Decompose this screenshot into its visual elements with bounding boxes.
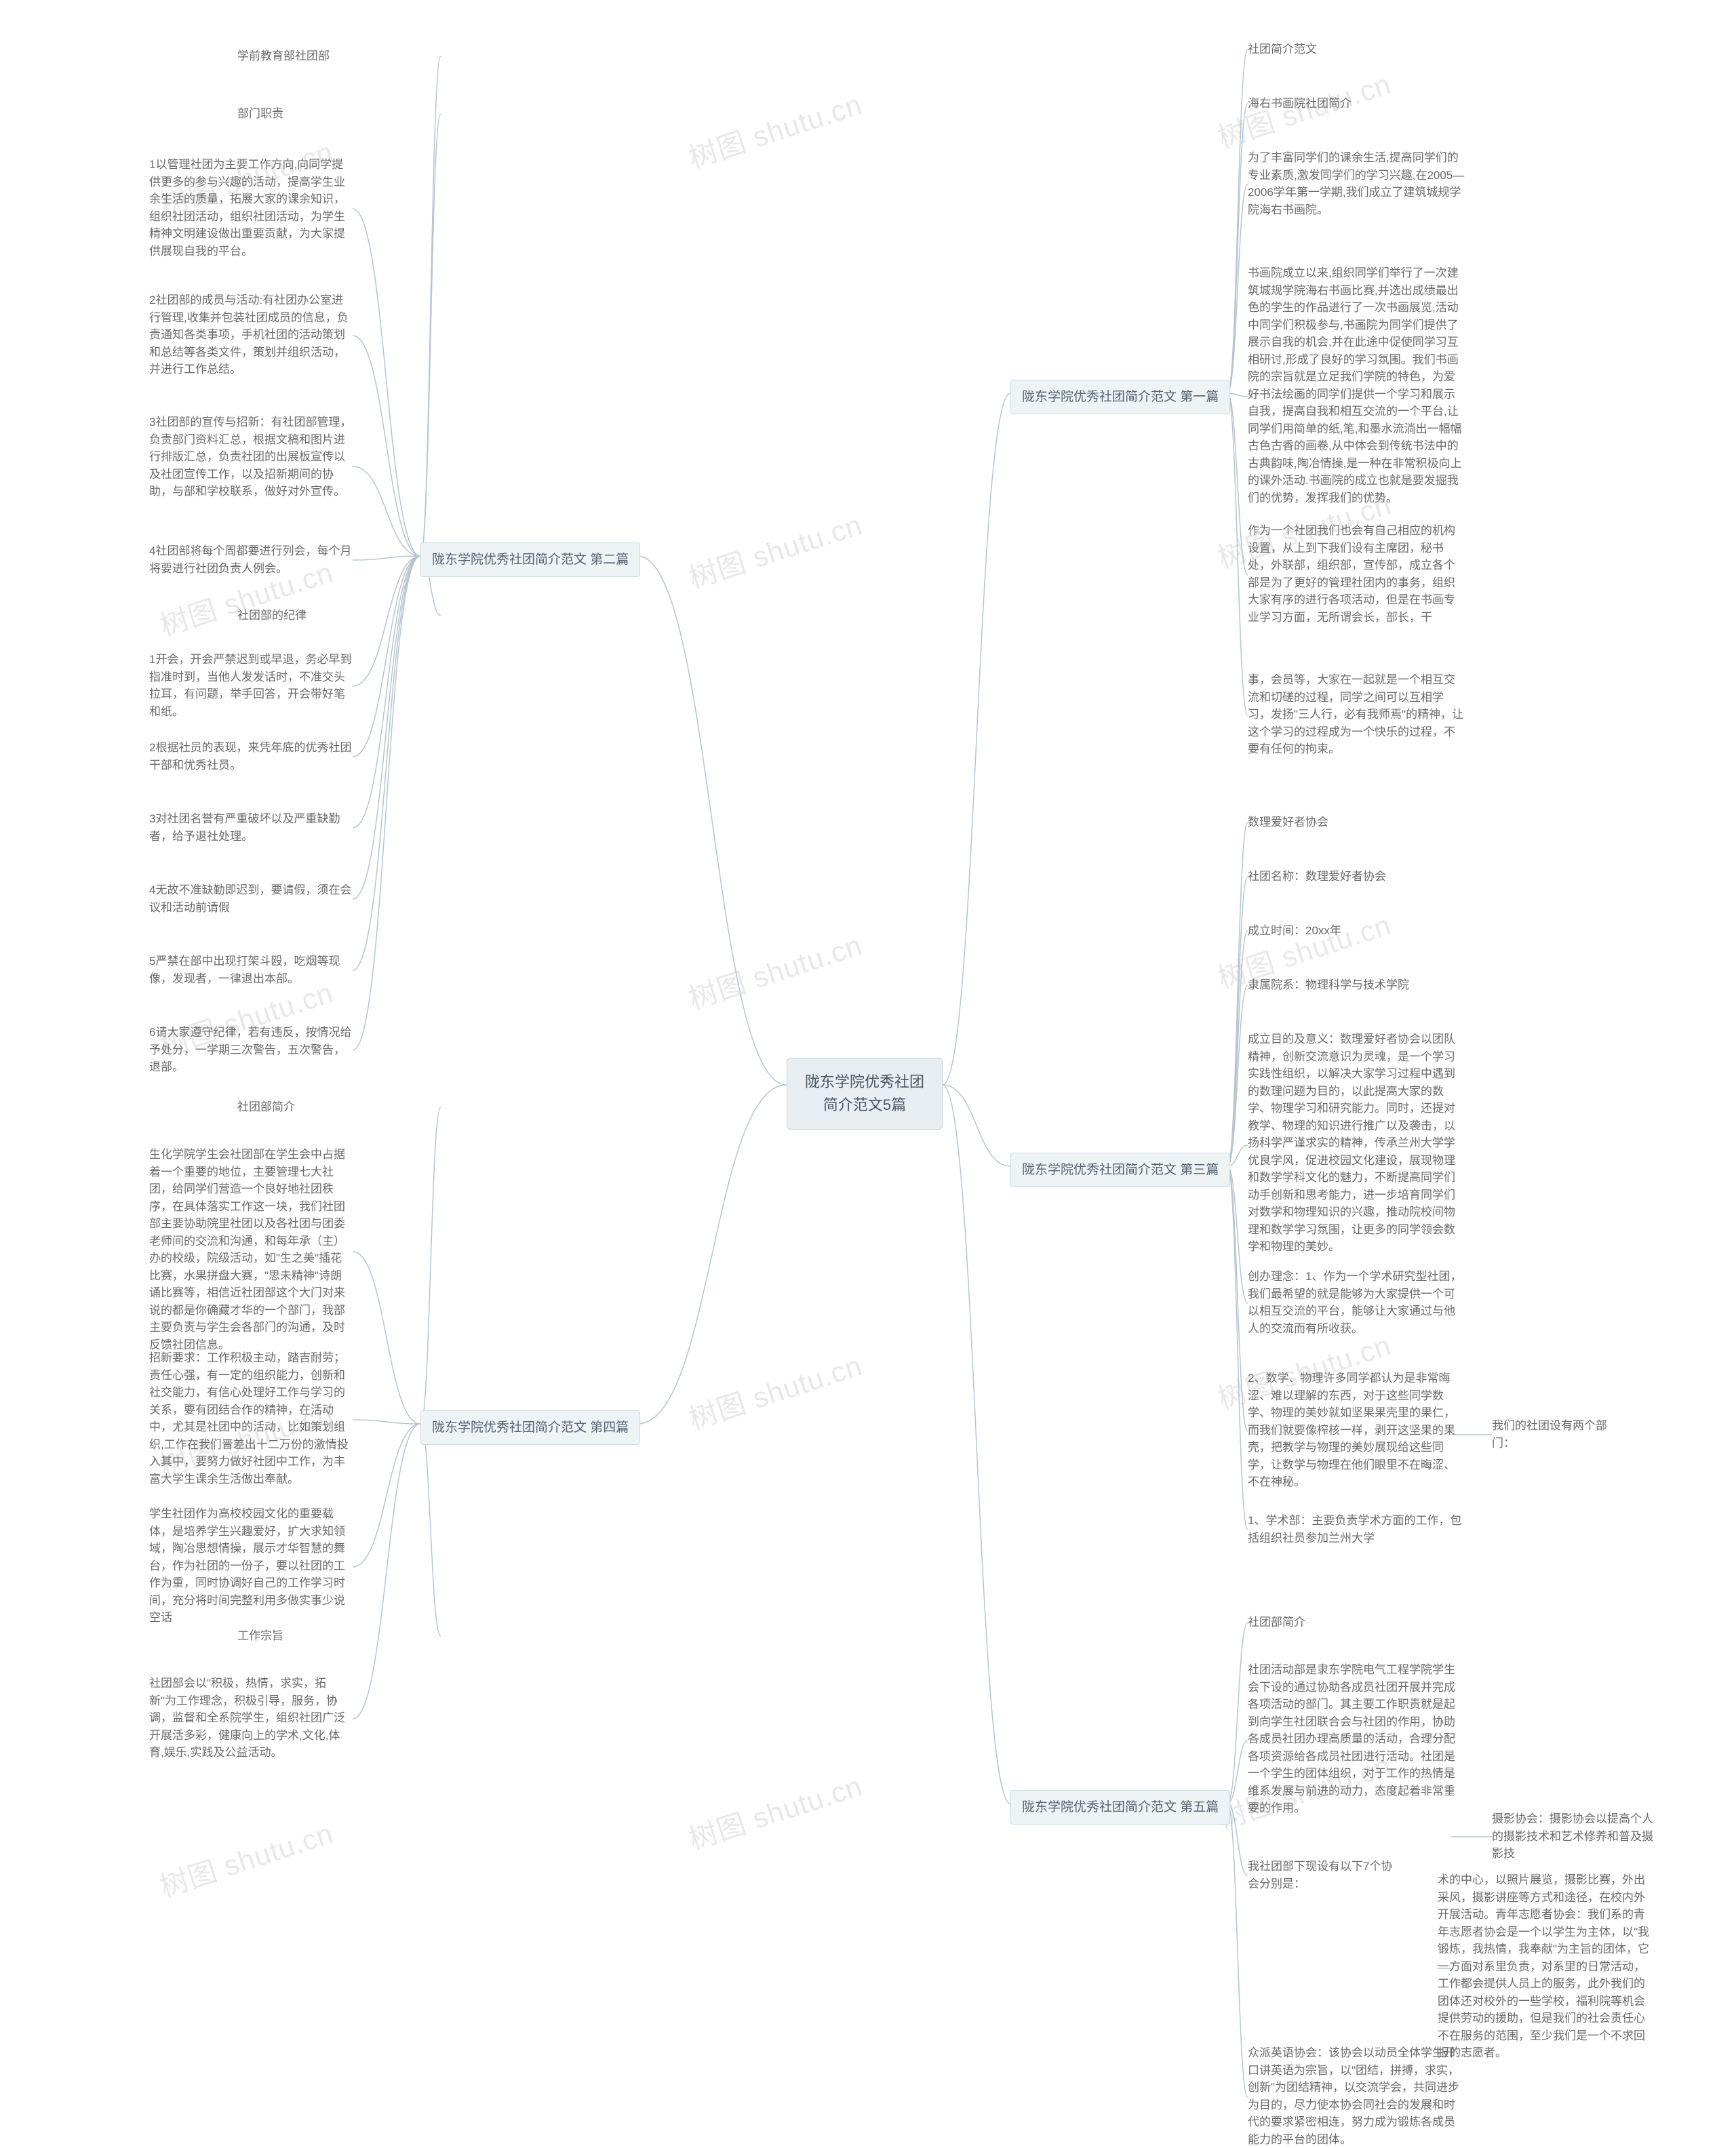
leaf-node: 事，会员等，大家在一起就是一个相互交流和切磋的过程，同学之间可以互相学习，发扬"… xyxy=(1248,671,1465,758)
center-node: 陇东学院优秀社团简介范文5篇 xyxy=(787,1058,943,1130)
leaf-node: 社团简介范文 xyxy=(1248,41,1317,58)
leaf-node: 成立目的及意义：数理爱好者协会以团队精神，创新交流意识为灵魂，是一个学习实践性组… xyxy=(1248,1031,1465,1256)
leaf-node: 部门职责 xyxy=(237,105,283,123)
leaf-node: 社团部简介 xyxy=(1248,1614,1305,1631)
leaf-node: 数理爱好者协会 xyxy=(1248,814,1328,831)
leaf-node: 2根据社员的表现，来凭年底的优秀社团干部和优秀社员。 xyxy=(149,739,353,774)
leaf-node: 3社团部的宣传与招新：有社团部管理，负责部门资料汇总，根据文稿和图片进行排版汇总… xyxy=(149,414,353,500)
branch-node: 陇东学院优秀社团简介范文 第三篇 xyxy=(1010,1153,1230,1187)
leaf-node: 生化学院学生会社团部在学生会中占据着一个重要的地位，主要管理七大社团，给同学们营… xyxy=(149,1146,353,1353)
leaf-node: 4社团部将每个周都要进行列会，每个月将要进行社团负责人例会。 xyxy=(149,542,353,577)
leaf-node: 学前教育部社团部 xyxy=(237,47,330,65)
leaf-node: 社团部会以"积极，热情，求实，拓新"为工作理念，积极引导，服务，协调，监督和全系… xyxy=(149,1675,353,1762)
leaf-node: 社团部简介 xyxy=(237,1098,295,1116)
leaf-node: 摄影协会：摄影协会以提高个人的摄影技术和艺术修养和普及摄影技 xyxy=(1492,1810,1655,1863)
watermark: 树图 shutu.cn xyxy=(683,502,867,597)
leaf-node: 隶属院系：物理科学与技术学院 xyxy=(1248,976,1409,994)
branch-node: 陇东学院优秀社团简介范文 第四篇 xyxy=(420,1410,640,1445)
leaf-node: 2、数学、物理许多同学都认为是非常晦涩、难以理解的东西，对于这些同学数学、物理的… xyxy=(1248,1370,1465,1491)
leaf-node: 众派英语协会：该协会以动员全体学生开口讲英语为宗旨，以"团结，拼搏，求实，创新"… xyxy=(1248,2044,1465,2148)
leaf-node: 2社团部的成员与活动:有社团办公室进行管理,收集并包装社团成员的信息，负责通知各… xyxy=(149,292,353,378)
leaf-node: 成立时间：20xx年 xyxy=(1248,922,1341,940)
leaf-node: 学生社团作为高校校园文化的重要载体，是培养学生兴趣爱好，扩大求知领域，陶冶思想情… xyxy=(149,1505,353,1627)
branch-node: 陇东学院优秀社团简介范文 第一篇 xyxy=(1010,380,1230,414)
leaf-node: 1开会，开会严禁迟到或早退，务必早到指准时到，当他人发发话时，不准交头拉耳，有问… xyxy=(149,651,353,720)
watermark: 树图 shutu.cn xyxy=(683,1763,867,1858)
branch-node: 陇东学院优秀社团简介范文 第五篇 xyxy=(1010,1790,1230,1825)
leaf-node: 1、学术部：主要负责学术方面的工作，包括组织社员参加兰州大学 xyxy=(1248,1512,1465,1547)
watermark: 树图 shutu.cn xyxy=(683,1342,867,1437)
leaf-node: 社团名称：数理爱好者协会 xyxy=(1248,868,1386,886)
leaf-node: 创办理念：1、作为一个学术研究型社团，我们最希望的就是能够为大家提供一个可以相互… xyxy=(1248,1268,1465,1337)
leaf-node: 书画院成立以来,组织同学们举行了一次建筑城规学院海右书画比赛,并选出成绩最出色的… xyxy=(1248,264,1465,506)
leaf-node: 6请大家遵守纪律，若有违反，按情况给予处分，一学期三次警告，五次警告，退部。 xyxy=(149,1024,353,1076)
leaf-node: 作为一个社团我们也会有自己相应的机构设置，从上到下我们设有主席团，秘书处，外联部… xyxy=(1248,522,1465,626)
leaf-node: 社团部的纪律 xyxy=(237,607,307,624)
leaf-node: 3对社团名誉有严重破坏以及严重缺勤者，给予退社处理。 xyxy=(149,810,353,845)
leaf-node: 工作宗旨 xyxy=(237,1627,283,1645)
leaf-node: 社团活动部是隶东学院电气工程学院学生会下设的通过协助各成员社团开展并完成各项活动… xyxy=(1248,1661,1465,1817)
watermark: 树图 shutu.cn xyxy=(683,922,867,1017)
leaf-node: 4无故不准缺勤即迟到，要请假，须在会议和活动前请假 xyxy=(149,881,353,916)
watermark: 树图 shutu.cn xyxy=(683,81,867,176)
leaf-node: 5严禁在部中出现打架斗殴，吃烟等现像，发现者，一律退出本部。 xyxy=(149,953,353,987)
watermark: 树图 shutu.cn xyxy=(154,1810,338,1905)
leaf-node: 术的中心，以照片展览，摄影比赛，外出采风，摄影讲座等方式和途径，在校内外开展活动… xyxy=(1438,1871,1655,2062)
leaf-node: 为了丰富同学们的课余生活,提高同学们的专业素质,激发同学们的学习兴趣,在2005… xyxy=(1248,149,1465,218)
branch-node: 陇东学院优秀社团简介范文 第二篇 xyxy=(420,542,640,577)
leaf-node: 我社团部下现设有以下7个协会分别是： xyxy=(1248,1858,1404,1892)
leaf-node: 招新要求：工作积极主动，踏吉耐劳；责任心强，有一定的组织能力，创新和社交能力，有… xyxy=(149,1349,353,1488)
leaf-node: 海右书画院社团简介 xyxy=(1248,95,1352,113)
leaf-node: 我们的社团设有两个部门： xyxy=(1492,1417,1628,1452)
leaf-node: 1以管理社团为主要工作方向,向同学提供更多的参与兴趣的活动，提高学生业余生活的质… xyxy=(149,156,353,260)
